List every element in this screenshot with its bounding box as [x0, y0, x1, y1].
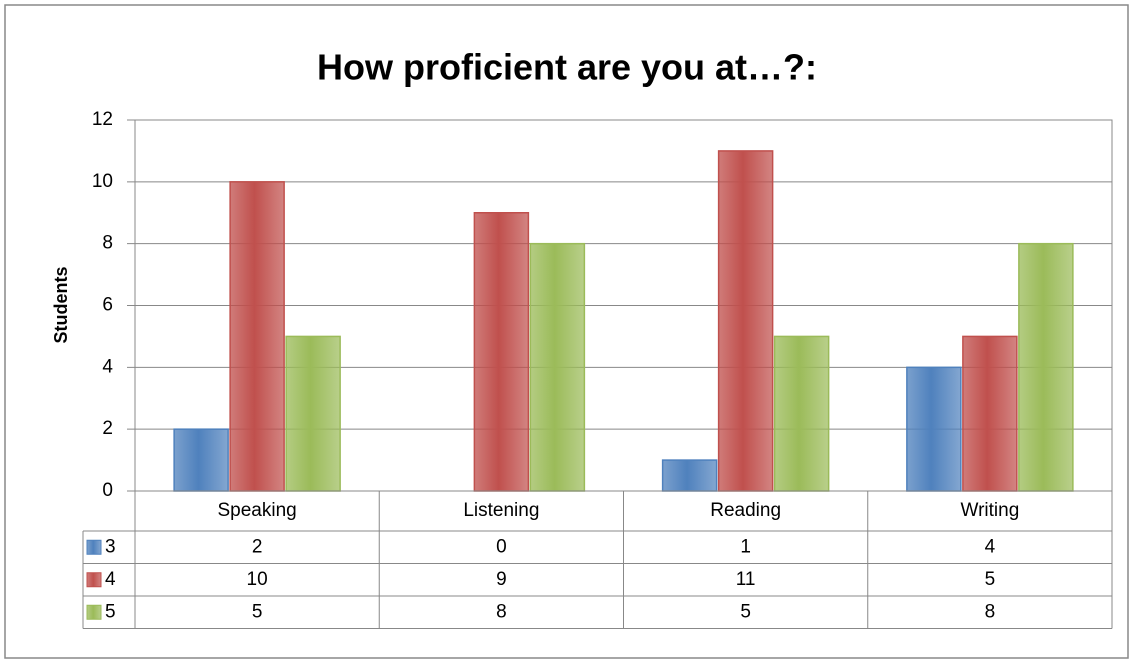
- x-tick-label: Listening: [463, 500, 539, 521]
- bar: [1018, 242, 1074, 492]
- y-tick-label: 8: [102, 233, 113, 254]
- chart-title: How proficient are you at…?:: [317, 47, 817, 88]
- bar: [473, 212, 530, 492]
- bar: [661, 459, 718, 492]
- legend-label: 4: [105, 569, 116, 590]
- y-tick-label: 0: [102, 480, 113, 501]
- legend-label: 3: [105, 536, 116, 557]
- bar: [229, 181, 285, 492]
- y-tick-label: 6: [102, 295, 113, 316]
- y-tick-label: 4: [102, 356, 113, 377]
- table-value: 11: [736, 569, 756, 590]
- table-value: 8: [496, 601, 507, 622]
- x-tick-label: Reading: [710, 500, 781, 521]
- bar: [717, 150, 774, 492]
- bar: [773, 335, 830, 492]
- table-value: 4: [985, 536, 996, 557]
- legend-key: [86, 604, 102, 620]
- table-value: 10: [247, 569, 268, 590]
- y-axis-label: Students: [51, 266, 71, 343]
- bar: [529, 242, 586, 492]
- table-value: 5: [252, 601, 263, 622]
- y-tick-label: 12: [92, 109, 113, 130]
- table-value: 1: [740, 536, 751, 557]
- legend-label: 5: [105, 601, 116, 622]
- table-value: 8: [985, 601, 996, 622]
- bar: [962, 335, 1018, 492]
- y-tick-label: 10: [92, 171, 113, 192]
- table-value: 9: [496, 569, 507, 590]
- table-value: 5: [985, 569, 996, 590]
- bar: [173, 428, 229, 492]
- legend-key: [86, 572, 102, 588]
- table-value: 0: [496, 536, 507, 557]
- bar: [285, 335, 341, 492]
- bar: [906, 366, 962, 492]
- y-tick-label: 2: [102, 418, 113, 439]
- x-tick-label: Writing: [960, 500, 1019, 521]
- legend-key: [86, 539, 102, 555]
- table-value: 5: [740, 601, 751, 622]
- table-value: 2: [252, 536, 263, 557]
- x-tick-label: Speaking: [218, 500, 297, 521]
